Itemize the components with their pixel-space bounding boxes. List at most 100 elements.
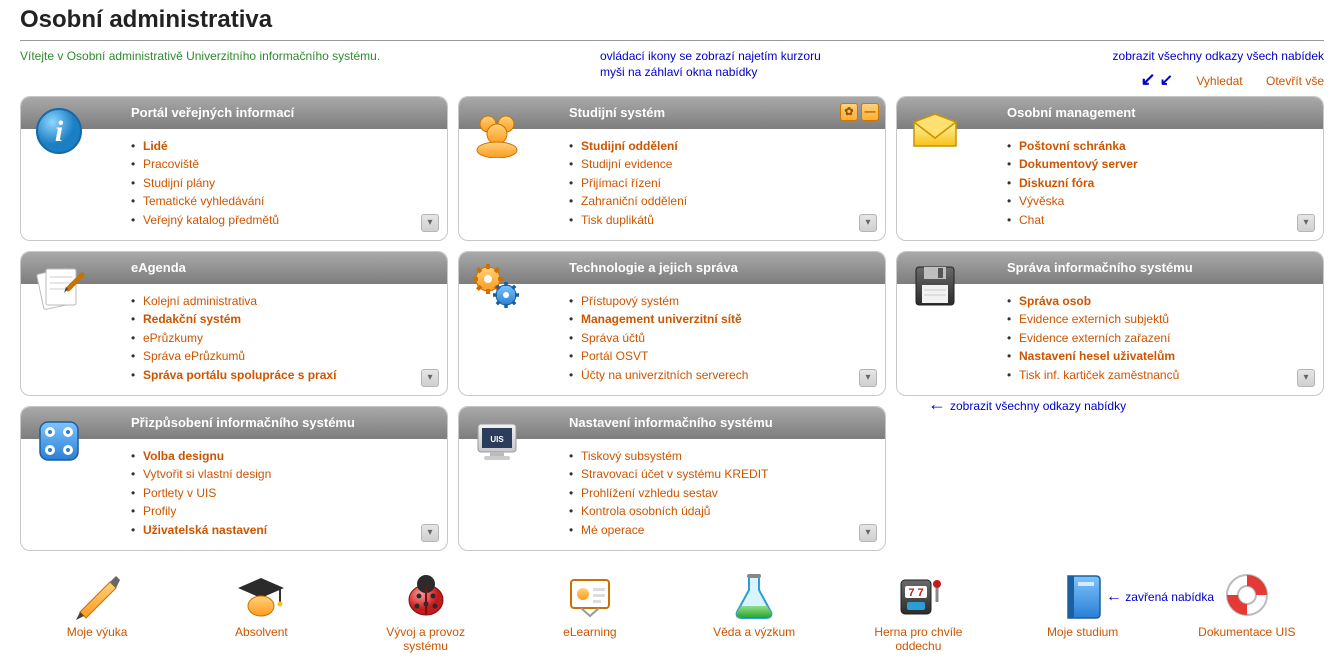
panel-link[interactable]: Uživatelská nastavení	[143, 523, 267, 537]
panel-item: Uživatelská nastavení	[131, 521, 437, 540]
panel-item: Management univerzitní sítě	[569, 310, 875, 329]
panel-link[interactable]: Lidé	[143, 139, 168, 153]
panel-link[interactable]: Redakční systém	[143, 312, 241, 326]
panel-item: Správa osob	[1007, 292, 1313, 311]
bottom-item[interactable]: Absolvent	[201, 569, 321, 654]
pen-icon	[37, 569, 157, 621]
bottom-item-label: Absolvent	[201, 625, 321, 639]
panel-link[interactable]: Evidence externích zařazení	[1019, 331, 1170, 345]
panel-item: Studijní evidence	[569, 155, 875, 174]
search-link[interactable]: Vyhledat	[1196, 74, 1242, 88]
panel-item: Chat	[1007, 211, 1313, 230]
panel-link[interactable]: Správa ePrůzkumů	[143, 349, 245, 363]
panel-link[interactable]: Stravovací účet v systému KREDIT	[581, 467, 768, 481]
panel-item: Profily	[131, 502, 437, 521]
bottom-item[interactable]: Dokumentace UIS	[1187, 569, 1307, 654]
panel-item: ePrůzkumy	[131, 329, 437, 348]
panel-item: Zahraniční oddělení	[569, 192, 875, 211]
panel-link[interactable]: Tematické vyhledávání	[143, 194, 264, 208]
panel-item: Přijímací řízení	[569, 174, 875, 193]
expand-button[interactable]: ▾	[421, 214, 439, 232]
monitor-icon: UIS	[469, 413, 525, 469]
panel-link[interactable]: Vývěska	[1019, 194, 1064, 208]
svg-text:UIS: UIS	[490, 435, 504, 444]
expand-button[interactable]: ▾	[1297, 214, 1315, 232]
expand-button[interactable]: ▾	[421, 524, 439, 542]
panel-link[interactable]: Tisk duplikátů	[581, 213, 654, 227]
panel-link[interactable]: Chat	[1019, 213, 1044, 227]
panel-link[interactable]: Profily	[143, 504, 176, 518]
panel-link[interactable]: Přístupový systém	[581, 294, 679, 308]
bottom-item-label: Věda a výzkum	[694, 625, 814, 639]
panel-link[interactable]: Nastavení hesel uživatelům	[1019, 349, 1175, 363]
panel-item: Tisk duplikátů	[569, 211, 875, 230]
panel-item: Studijní oddělení	[569, 137, 875, 156]
panel-item: Nastavení hesel uživatelům	[1007, 347, 1313, 366]
panel-link[interactable]: Kontrola osobních údajů	[581, 504, 710, 518]
panel-link[interactable]: Studijní oddělení	[581, 139, 678, 153]
bottom-item[interactable]: Moje studium	[1023, 569, 1143, 654]
expand-button[interactable]: ▾	[859, 214, 877, 232]
expand-button[interactable]: ▾	[859, 524, 877, 542]
top-row: Vítejte v Osobní administrativě Univerzi…	[20, 49, 1324, 90]
bottom-item[interactable]: Vývoj a provoz systému	[366, 569, 486, 654]
svg-text:i: i	[55, 115, 64, 148]
panel-link[interactable]: Veřejný katalog předmětů	[143, 213, 279, 227]
panel-control-icons: ✿—	[840, 103, 879, 121]
panel-item: Prohlížení vzhledu sestav	[569, 484, 875, 503]
panel-title: Technologie a jejich správa	[569, 260, 738, 275]
panel-link[interactable]: Mé operace	[581, 523, 644, 537]
panel-link[interactable]: Diskuzní fóra	[1019, 176, 1094, 190]
gears-icon	[469, 258, 525, 314]
panel-item: Portál OSVT	[569, 347, 875, 366]
bottom-item-label: Vývoj a provoz systému	[366, 625, 486, 654]
panel-item: Stravovací účet v systému KREDIT	[569, 465, 875, 484]
arrow-icon: ↙	[1141, 72, 1174, 89]
panel-item: Redakční systém	[131, 310, 437, 329]
panel-link[interactable]: Pracoviště	[143, 157, 199, 171]
panel-item: Volba designu	[131, 447, 437, 466]
people-icon	[469, 103, 525, 159]
flask-icon	[694, 569, 814, 621]
panel-link[interactable]: Tiskový subsystém	[581, 449, 682, 463]
hint-panel-links: zobrazit všechny odkazy nabídky	[928, 394, 1126, 415]
panel-title: Přizpůsobení informačního systému	[131, 415, 355, 430]
floppy-icon	[907, 258, 963, 314]
panel-link[interactable]: ePrůzkumy	[143, 331, 203, 345]
panel-link[interactable]: Správa účtů	[581, 331, 645, 345]
panel-link[interactable]: Prohlížení vzhledu sestav	[581, 486, 718, 500]
panel-link[interactable]: Správa osob	[1019, 294, 1091, 308]
panel-link[interactable]: Portlety v UIS	[143, 486, 216, 500]
title-rule	[20, 40, 1324, 41]
panel-link[interactable]: Účty na univerzitních serverech	[581, 368, 748, 382]
hint-all-links: zobrazit všechny odkazy všech nabídek	[1113, 49, 1324, 65]
panel-link[interactable]: Dokumentový server	[1019, 157, 1138, 171]
panel-item: Dokumentový server	[1007, 155, 1313, 174]
open-all-link[interactable]: Otevřít vše	[1266, 74, 1324, 88]
expand-button[interactable]: ▾	[859, 369, 877, 387]
panel-link[interactable]: Portál OSVT	[581, 349, 648, 363]
expand-button[interactable]: ▾	[1297, 369, 1315, 387]
svg-text:7 7: 7 7	[909, 587, 924, 599]
panel-link[interactable]: Management univerzitní sítě	[581, 312, 742, 326]
panel-link[interactable]: Správa portálu spolupráce s praxí	[143, 368, 336, 382]
panel-link[interactable]: Volba designu	[143, 449, 224, 463]
panel-link[interactable]: Studijní plány	[143, 176, 215, 190]
gear-icon[interactable]: ✿	[840, 103, 858, 121]
panel-item: Tisk inf. kartiček zaměstnanců	[1007, 366, 1313, 385]
panel-link[interactable]: Kolejní administrativa	[143, 294, 257, 308]
minimize-icon[interactable]: —	[861, 103, 879, 121]
panel-link[interactable]: Vytvořit si vlastní design	[143, 467, 271, 481]
panel-item: Kolejní administrativa	[131, 292, 437, 311]
bottom-item[interactable]: Moje výuka	[37, 569, 157, 654]
bottom-item[interactable]: Věda a výzkum	[694, 569, 814, 654]
panel-link[interactable]: Zahraniční oddělení	[581, 194, 687, 208]
bottom-item[interactable]: eLearning	[530, 569, 650, 654]
bottom-item[interactable]: 7 7Herna pro chvíle oddechu	[858, 569, 978, 654]
expand-button[interactable]: ▾	[421, 369, 439, 387]
panel-link[interactable]: Tisk inf. kartiček zaměstnanců	[1019, 368, 1179, 382]
panel-link[interactable]: Evidence externích subjektů	[1019, 312, 1169, 326]
panel-link[interactable]: Studijní evidence	[581, 157, 672, 171]
panel-link[interactable]: Přijímací řízení	[581, 176, 661, 190]
panel-link[interactable]: Poštovní schránka	[1019, 139, 1126, 153]
